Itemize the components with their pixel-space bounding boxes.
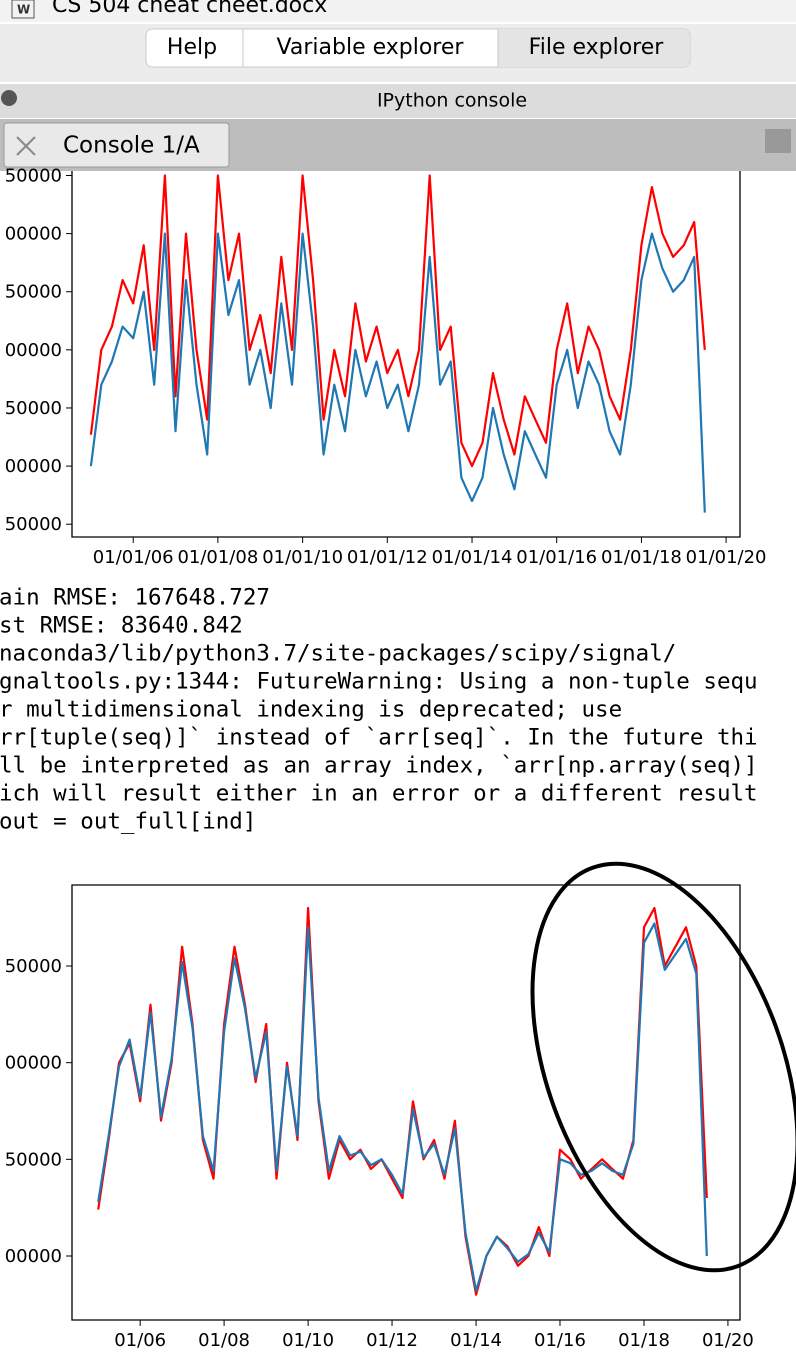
console-tab[interactable] bbox=[3, 122, 230, 168]
title-bar bbox=[0, 0, 796, 22]
axes-frame bbox=[71, 171, 741, 538]
x-tick-label: 01/01/16 bbox=[516, 547, 597, 568]
y-tick-label: 50000 bbox=[5, 398, 62, 419]
console-line: rr[tuple(seq)]` instead of `arr[seq]`. I… bbox=[0, 725, 758, 751]
chart: 50000 00000 50000 00000 01/06 01/08 01/10 01/12… bbox=[5, 884, 754, 1351]
pane-title: IPython console bbox=[377, 90, 527, 112]
x-tick-label: 01/01/12 bbox=[347, 547, 428, 568]
x-tick-label: 01/01/06 bbox=[93, 547, 174, 568]
y-tick-label: 50000 bbox=[5, 1149, 62, 1170]
x-tick-label: 01/20 bbox=[702, 1330, 754, 1351]
x-tick-label: 01/01/08 bbox=[177, 547, 258, 568]
x-tick-label: 01/16 bbox=[534, 1330, 586, 1351]
console-line: st RMSE: 83640.842 bbox=[0, 613, 243, 639]
console-line: naconda3/lib/python3.7/site-packages/sci… bbox=[0, 641, 676, 667]
data-line bbox=[89, 232, 706, 513]
y-tick-label: 50000 bbox=[5, 282, 62, 303]
options-button[interactable] bbox=[765, 129, 791, 153]
x-tick-label: 01/01/10 bbox=[262, 547, 343, 568]
data-line bbox=[89, 174, 706, 468]
y-tick-label: 00000 bbox=[5, 1246, 62, 1267]
x-tick-label: 01/06 bbox=[114, 1330, 166, 1351]
data-line bbox=[97, 906, 708, 1296]
y-tick-label: 50000 bbox=[5, 514, 62, 535]
y-tick-label: 00000 bbox=[5, 224, 62, 245]
annotation-ellipse bbox=[530, 861, 796, 1273]
y-tick-label: 50000 bbox=[5, 956, 62, 977]
console-tab-label[interactable]: Console 1/A bbox=[63, 133, 200, 159]
chart: 50000 00000 50000 00000 50000 00000 50000 01/01… bbox=[5, 165, 767, 568]
y-tick-label: 00000 bbox=[5, 1053, 62, 1074]
pane-icon[interactable] bbox=[1, 90, 17, 106]
console-line: ich will result either in an error or a … bbox=[0, 781, 758, 807]
tab[interactable]: Variable explorer bbox=[277, 35, 465, 60]
y-tick-label: 00000 bbox=[5, 340, 62, 361]
axes-frame bbox=[71, 884, 741, 1321]
console-line: r multidimensional indexing is deprecate… bbox=[0, 697, 622, 723]
tab[interactable]: Help bbox=[167, 35, 217, 60]
x-tick-label: 01/12 bbox=[366, 1330, 418, 1351]
x-tick-label: 01/18 bbox=[618, 1330, 670, 1351]
doc-icon bbox=[11, 0, 35, 19]
document-title: CS 504 cheat cheet.docx bbox=[52, 0, 327, 18]
x-tick-label: 01/01/18 bbox=[601, 547, 682, 568]
close-icon[interactable] bbox=[16, 136, 36, 156]
console-line: gnaltools.py:1344: FutureWarning: Using … bbox=[0, 669, 758, 695]
y-tick-label: 00000 bbox=[5, 456, 62, 477]
x-tick-label: 01/14 bbox=[450, 1330, 502, 1351]
y-tick-label: 50000 bbox=[5, 165, 62, 186]
doc-icon-letter: W bbox=[17, 3, 30, 17]
x-tick-label: 01/08 bbox=[198, 1330, 250, 1351]
x-tick-label: 01/01/20 bbox=[686, 547, 767, 568]
x-tick-label: 01/01/14 bbox=[432, 547, 513, 568]
tab[interactable]: File explorer bbox=[529, 35, 665, 60]
console-line: ain RMSE: 167648.727 bbox=[0, 585, 270, 611]
x-tick-label: 01/10 bbox=[282, 1330, 334, 1351]
tab-active-bg bbox=[498, 30, 689, 66]
data-line bbox=[97, 922, 708, 1292]
console-line: out = out_full[ind] bbox=[0, 809, 256, 835]
console-line: ll be interpreted as an array index, `ar… bbox=[0, 753, 758, 779]
pane-header bbox=[0, 84, 796, 118]
